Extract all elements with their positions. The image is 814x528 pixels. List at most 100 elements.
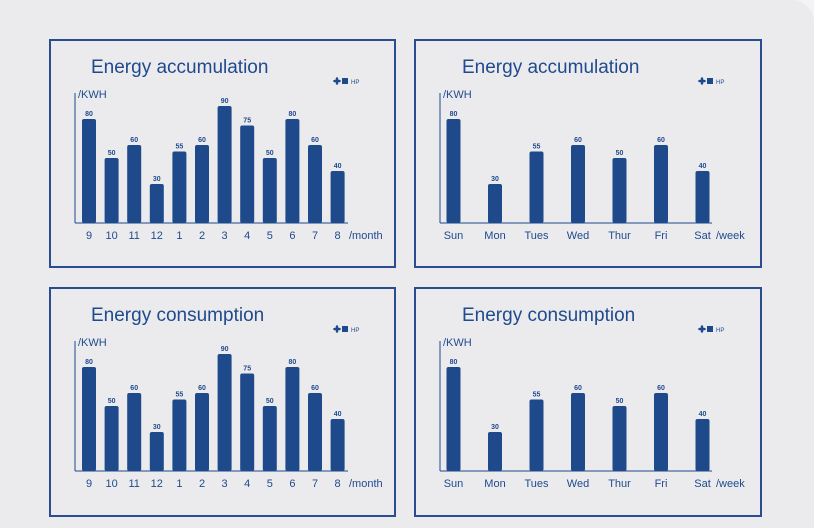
x-tick-label: 5 [267, 230, 273, 242]
energy-accumulation-monthly-chart: Energy accumulation HP/KWH 80 9 50 10 60 11 30 12… [49, 39, 396, 268]
y-axis-unit: /KWH [443, 337, 472, 349]
data-label: 60 [198, 385, 206, 392]
data-label: 55 [533, 144, 541, 151]
bar [308, 145, 322, 223]
x-tick-label: 10 [105, 478, 117, 490]
energy-consumption-monthly-chart: Energy consumption HP/KWH 80 9 50 10 60 11 30 12 5… [49, 287, 396, 517]
bar [217, 106, 232, 223]
data-label: 90 [221, 346, 229, 353]
chart-title: Energy consumption [91, 305, 264, 326]
x-tick-label: 3 [222, 230, 228, 242]
bar [446, 119, 461, 223]
data-label: 90 [221, 98, 229, 105]
data-label: 60 [657, 137, 665, 144]
x-tick-label: Sun [444, 478, 464, 490]
data-label: 60 [130, 385, 138, 392]
legend-label: HP [716, 328, 724, 334]
data-label: 55 [176, 144, 184, 151]
data-label: 30 [491, 424, 499, 431]
bar [172, 151, 187, 223]
x-tick-label: 2 [199, 230, 205, 242]
legend-swatch [707, 78, 713, 84]
bar [104, 406, 119, 471]
x-axis-unit: /week [716, 478, 745, 490]
bar [695, 419, 710, 471]
data-label: 50 [616, 398, 624, 405]
data-label: 60 [311, 385, 319, 392]
data-label: 50 [616, 150, 624, 157]
x-tick-label: Tues [524, 230, 549, 242]
data-label: 80 [450, 359, 458, 366]
data-label: 80 [289, 111, 297, 118]
bar [149, 432, 164, 471]
fan-icon [333, 325, 341, 333]
x-tick-label: 7 [312, 230, 318, 242]
data-label: 40 [334, 163, 342, 170]
data-label: 60 [311, 137, 319, 144]
bar [488, 184, 502, 223]
chart-svg: Energy consumptionHP/KWH8095010601130125… [74, 305, 383, 490]
x-tick-label: Tues [524, 478, 549, 490]
x-tick-label: Wed [567, 478, 589, 490]
bar [262, 406, 277, 471]
bar [654, 393, 668, 471]
x-tick-label: 10 [105, 230, 117, 242]
x-tick-label: 6 [289, 230, 295, 242]
fan-icon [698, 325, 706, 333]
x-tick-label: 1 [176, 230, 182, 242]
bar [240, 373, 255, 471]
legend-label: HP [716, 80, 724, 86]
bar [571, 393, 585, 471]
fan-icon [698, 77, 706, 85]
x-tick-label: 3 [222, 478, 228, 490]
bar [82, 119, 96, 223]
x-tick-label: Thur [608, 478, 631, 490]
bar [285, 119, 300, 223]
bar [127, 393, 142, 471]
data-label: 40 [334, 411, 342, 418]
x-tick-label: 9 [86, 230, 92, 242]
legend-label: HP [351, 328, 359, 334]
data-label: 60 [657, 385, 665, 392]
data-label: 60 [574, 137, 582, 144]
x-tick-label: 4 [244, 478, 250, 490]
bar [308, 393, 322, 471]
data-label: 40 [699, 163, 707, 170]
bar [529, 151, 544, 223]
chart-svg: Energy accumulation HP/KWH 80 Sun 30 Mon 55 Tue… [439, 57, 745, 242]
bar [262, 158, 277, 223]
bar [82, 367, 96, 471]
y-axis-unit: /KWH [78, 337, 107, 349]
chart-title: Energy accumulation [91, 57, 268, 78]
data-label: 60 [574, 385, 582, 392]
x-tick-label: 5 [267, 478, 273, 490]
x-tick-label: 12 [151, 478, 163, 490]
bar [172, 399, 187, 471]
bar [446, 367, 461, 471]
bar [330, 171, 345, 223]
y-axis-unit: /KWH [443, 89, 472, 101]
x-tick-label: 9 [86, 478, 92, 490]
data-label: 60 [130, 137, 138, 144]
bar [571, 145, 585, 223]
x-tick-label: 1 [176, 478, 182, 490]
x-tick-label: Sun [444, 230, 464, 242]
data-label: 30 [491, 176, 499, 183]
x-axis-unit: /month [349, 230, 383, 242]
bar [654, 145, 668, 223]
data-label: 50 [108, 150, 116, 157]
bar [488, 432, 502, 471]
chart-title: Energy accumulation [462, 57, 639, 78]
data-label: 75 [243, 118, 251, 125]
energy-accumulation-weekly-chart: Energy accumulation HP/KWH 80 Sun 30 Mon 55 Tue… [414, 39, 762, 268]
bar [195, 145, 209, 223]
bar [104, 158, 119, 223]
energy-consumption-weekly-chart: Energy consumption HP/KWH 80 Sun 30 Mon 55 Tues… [414, 287, 762, 517]
x-tick-label: Mon [484, 478, 505, 490]
x-tick-label: Thur [608, 230, 631, 242]
data-label: 50 [108, 398, 116, 405]
data-label: 75 [243, 366, 251, 373]
bar [217, 354, 232, 471]
bar [695, 171, 710, 223]
bar [285, 367, 300, 471]
